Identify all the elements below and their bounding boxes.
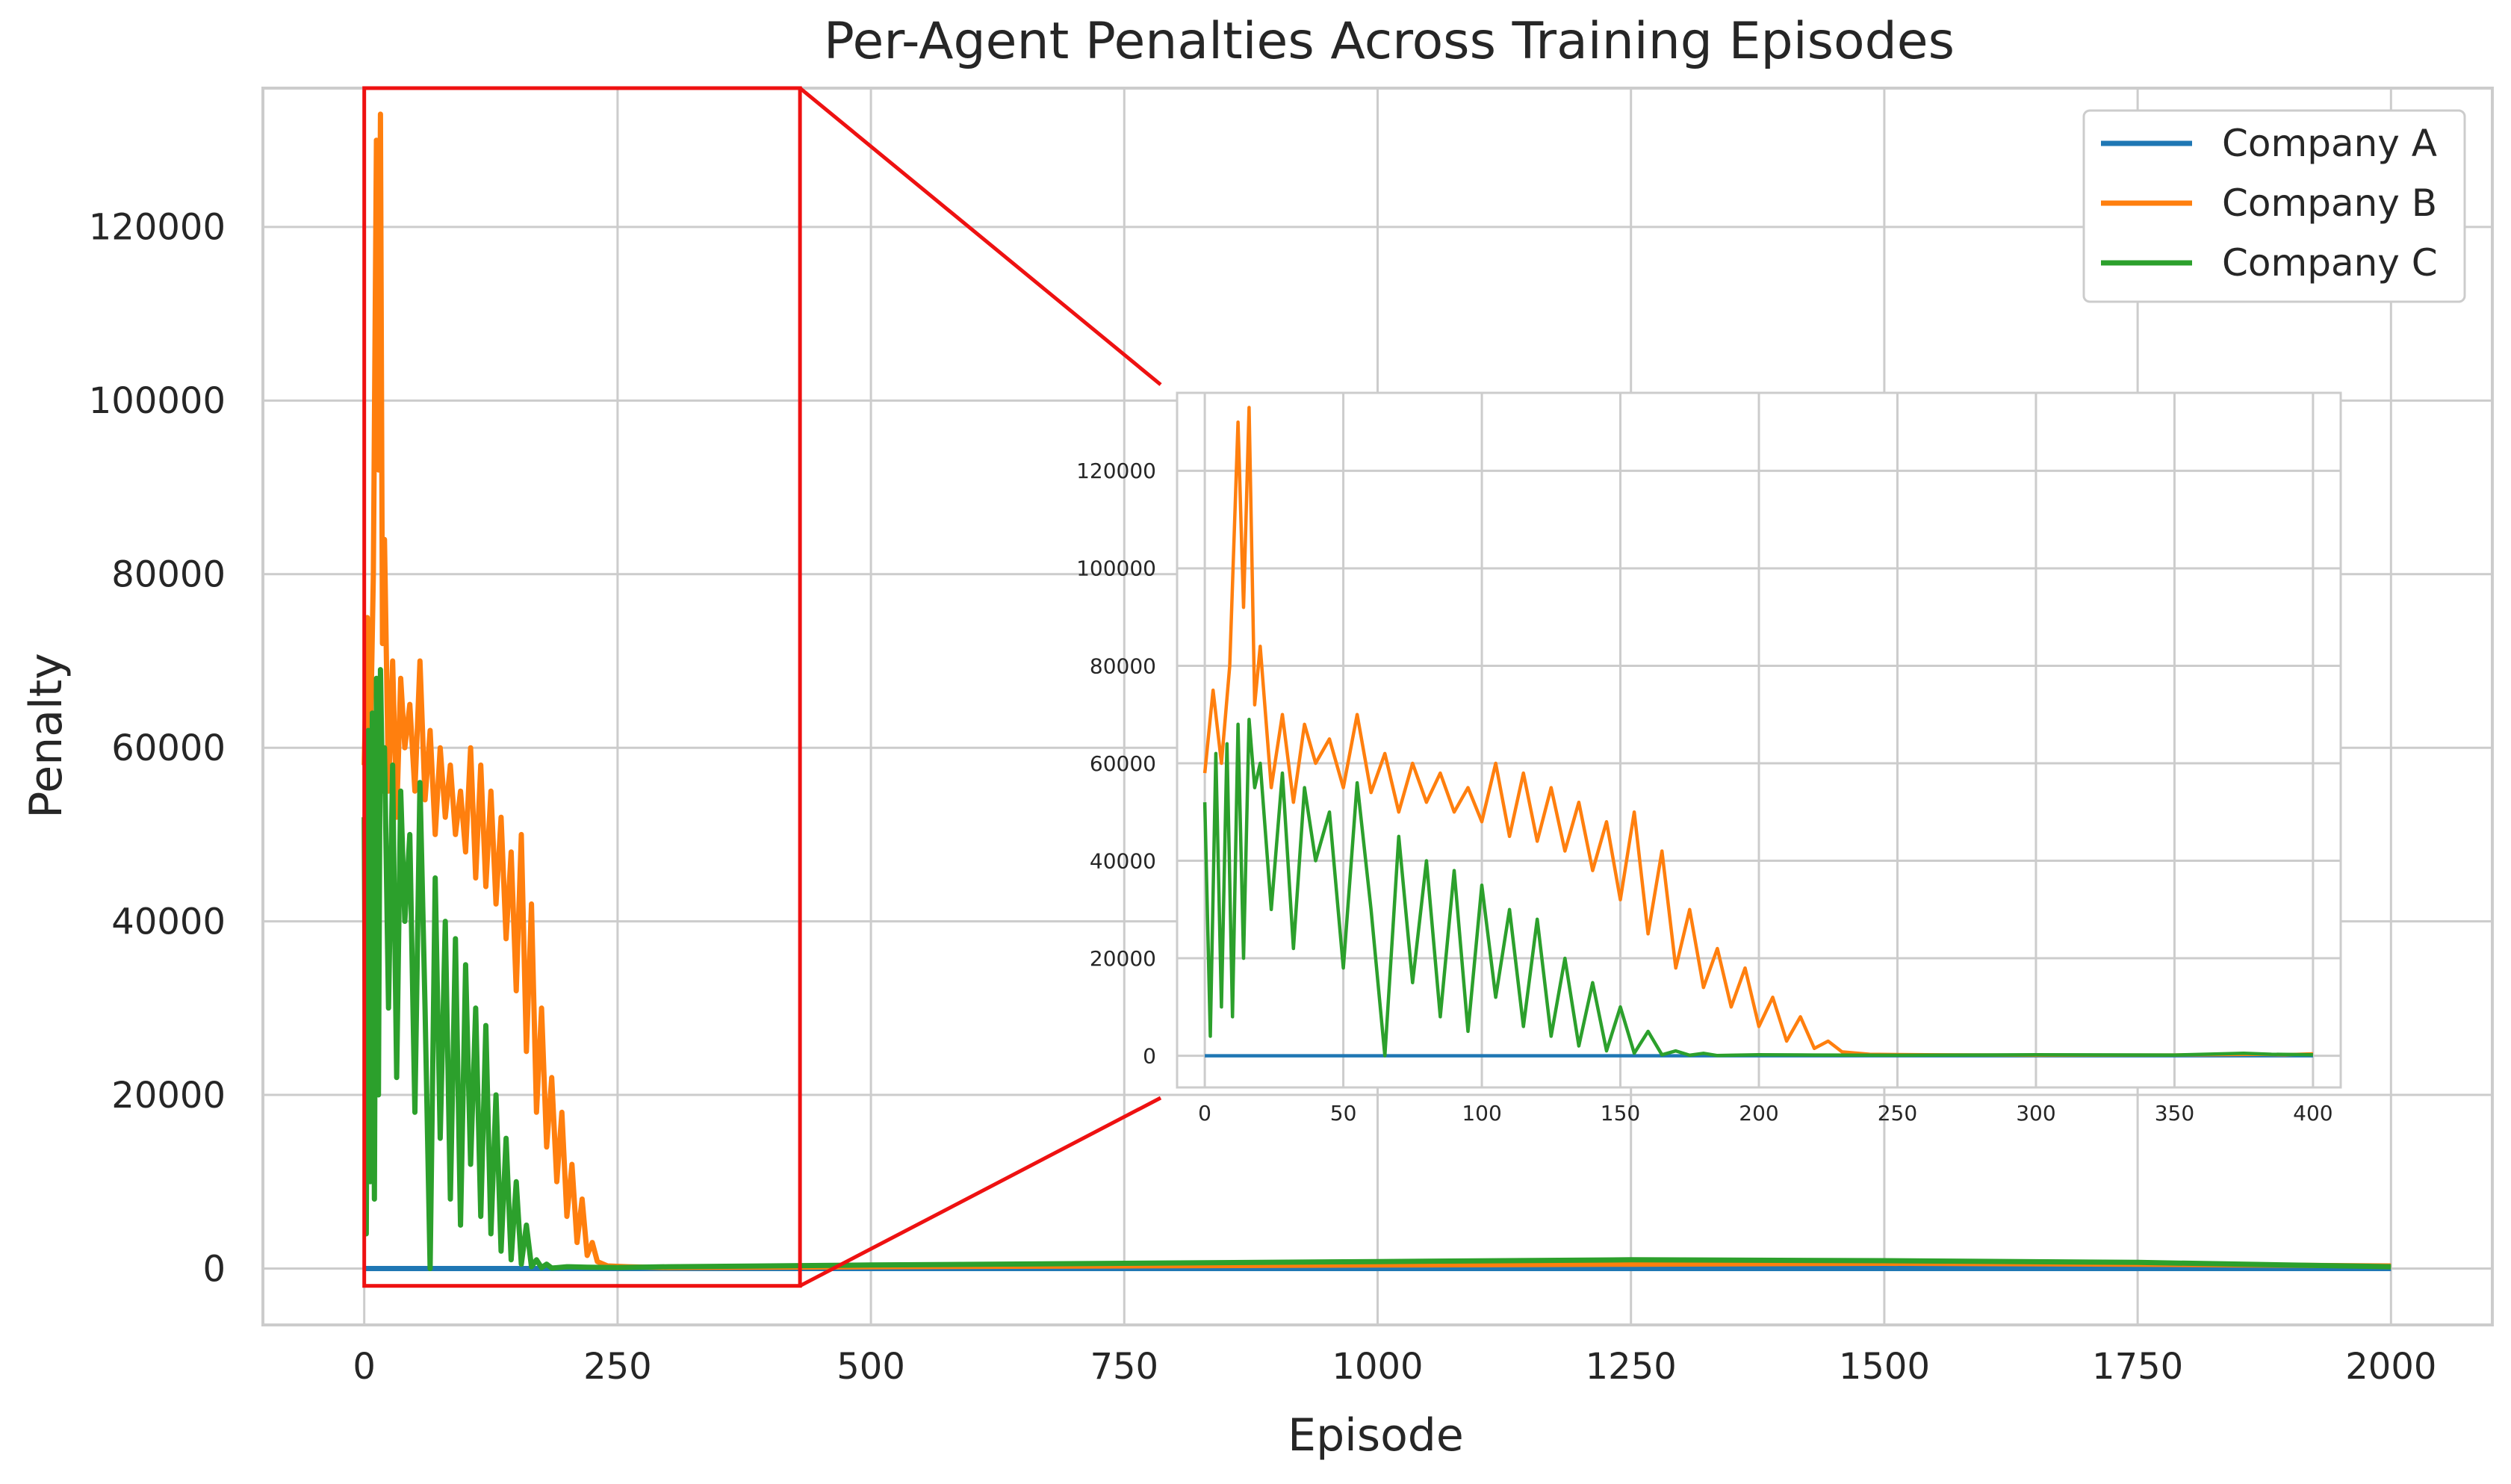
legend-frame [2082,109,2466,303]
legend: Company A Company B Company C [2082,109,2466,303]
x-axis-label: Episode [1288,1409,1464,1462]
x-tick-label: 0 [1198,1101,1211,1126]
y-tick-label: 40000 [1090,848,1156,873]
legend-entry: Company B [2222,181,2437,225]
x-tick-label: 250 [583,1346,652,1388]
zoom-region-box [362,86,802,1288]
y-tick-label: 20000 [111,1075,226,1117]
y-tick-label: 100000 [1076,556,1156,581]
y-tick-label: 120000 [1076,459,1156,483]
zoom-connector-bottom [798,1096,1162,1288]
x-tick-label: 50 [1330,1101,1357,1126]
x-tick-label: 1750 [2092,1346,2183,1388]
series-line-company-c [1202,718,2313,1058]
y-tick-label: 120000 [89,207,226,249]
x-tick-label: 1500 [1839,1346,1930,1388]
y-tick-label: 60000 [1090,751,1156,776]
x-tick-label: 750 [1090,1346,1158,1388]
x-tick-label: 200 [1739,1101,1778,1126]
x-tick-label: 1250 [1586,1346,1677,1388]
x-tick-label: 400 [2293,1101,2332,1126]
x-tick-label: 300 [2016,1101,2055,1126]
x-tick-label: 100 [1462,1101,1501,1126]
y-tick-label: 40000 [111,901,226,943]
y-tick-label: 0 [202,1248,226,1290]
zoom-connector-top [798,87,1162,386]
legend-entry: Company A [2222,122,2437,165]
legend-entry: Company C [2222,241,2438,285]
series-line-company-b [361,111,2391,1270]
y-tick-label: 0 [1143,1043,1156,1068]
x-tick-label: 0 [353,1346,376,1388]
y-tick-label: 100000 [89,380,226,422]
x-tick-label: 1000 [1332,1346,1423,1388]
x-tick-label: 350 [2155,1101,2194,1126]
series-line-company-b [1202,406,2313,1058]
chart-panel-1: 0 50 100 150 200 250 300 350 400 0 20000 40000 60000… [1076,391,2342,1126]
y-tick-label: 60000 [111,727,226,769]
x-tick-label: 150 [1601,1101,1640,1126]
y-tick-label: 80000 [1090,653,1156,678]
chart-title: Per-Agent Penalties Across Training Epis… [824,12,1955,71]
y-axis-label: Penalty [20,653,72,818]
y-tick-label: 20000 [1090,946,1156,971]
x-tick-label: 250 [1878,1101,1917,1126]
series-line-company-c [361,667,2391,1271]
x-tick-label: 500 [837,1346,905,1388]
y-tick-label: 80000 [111,554,226,596]
x-tick-label: 2000 [2345,1346,2436,1388]
